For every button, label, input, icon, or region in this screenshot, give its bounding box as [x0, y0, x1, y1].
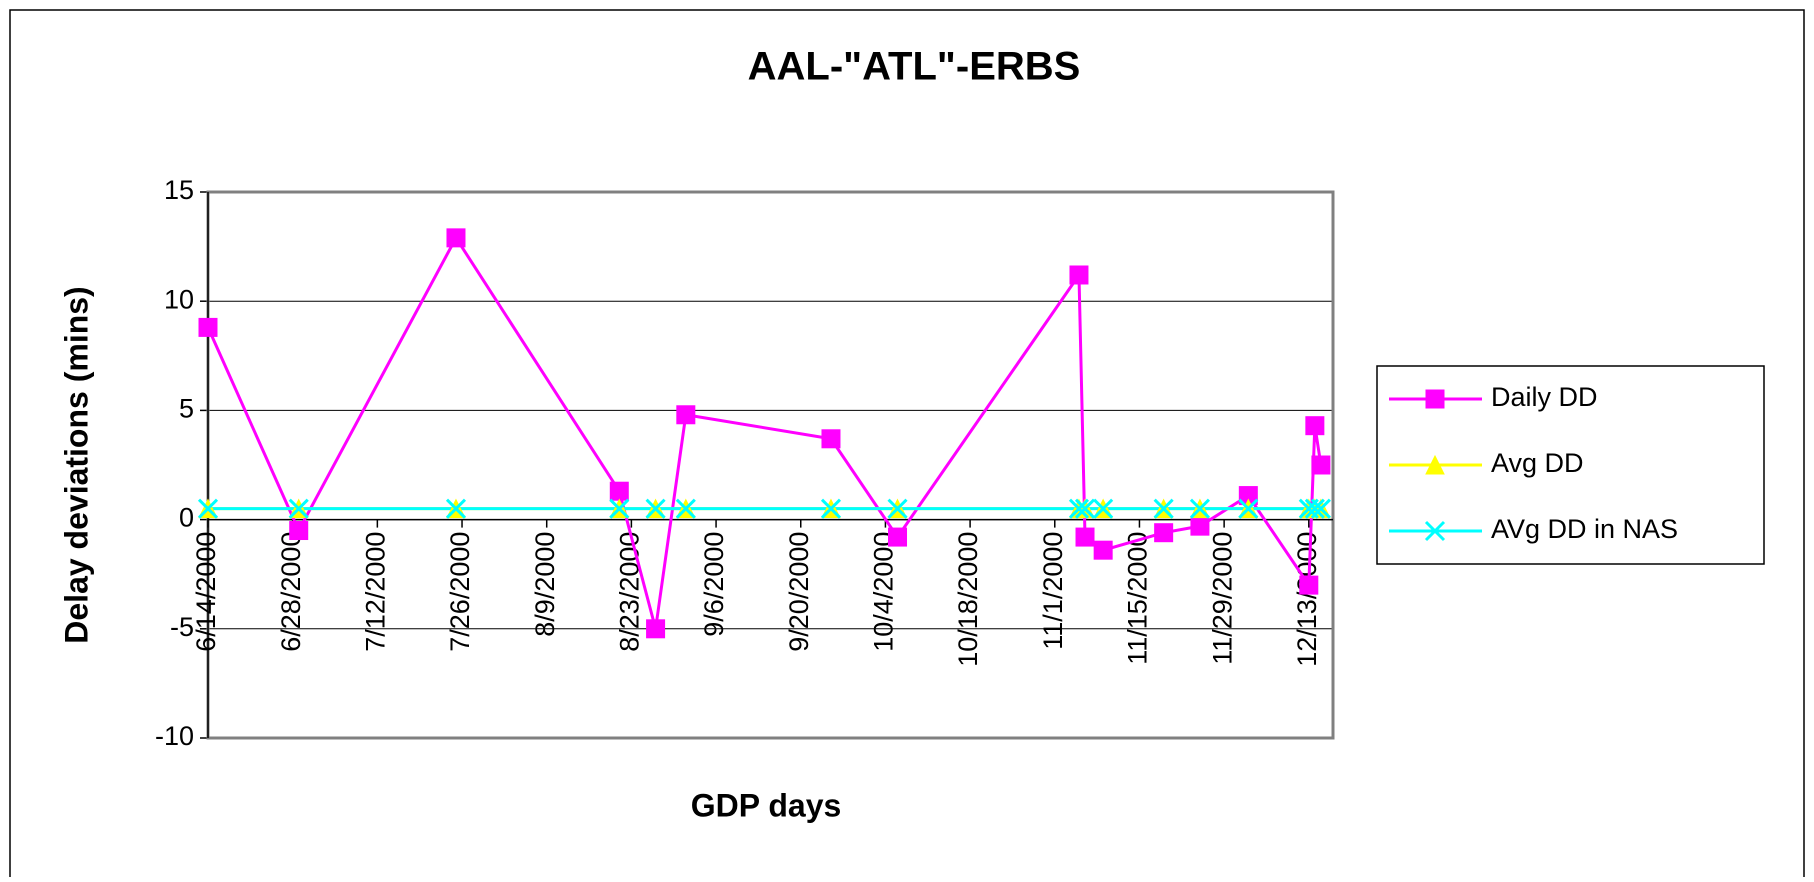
legend-label: AVg DD in NAS [1491, 514, 1678, 544]
data-point [1238, 498, 1259, 519]
x-tick-label: 11/29/2000 [1207, 532, 1237, 665]
y-tick-label: 15 [164, 175, 194, 205]
data-point [645, 498, 666, 519]
y-axis-title: Delay deviations (mins) [58, 286, 94, 643]
y-tick-label: 5 [179, 394, 194, 424]
x-tick-label: 8/9/2000 [530, 532, 560, 637]
x-tick-label: 9/20/2000 [784, 532, 814, 652]
chart-title: AAL-"ATL"-ERBS [748, 45, 1081, 89]
legend-marker [1425, 454, 1445, 475]
data-point [1075, 527, 1095, 547]
data-point [821, 429, 841, 449]
data-point [1305, 416, 1325, 436]
x-tick-label: 11/1/2000 [1038, 532, 1068, 650]
data-point [609, 481, 629, 501]
data-point [887, 498, 908, 519]
data-point [1074, 498, 1096, 519]
legend-marker [1424, 520, 1446, 542]
x-tick-label: 6/14/2000 [191, 532, 221, 652]
y-tick-label: 10 [164, 284, 194, 314]
y-tick-label: -5 [170, 612, 194, 642]
data-point [888, 527, 908, 547]
data-point [609, 498, 630, 519]
data-point [288, 498, 309, 519]
data-point [446, 228, 466, 248]
x-axis-title: GDP days [691, 787, 842, 823]
x-tick-label: 6/28/2000 [276, 532, 306, 652]
x-tick-label: 10/4/2000 [869, 532, 899, 652]
data-point [1154, 523, 1174, 543]
x-tick-label: 7/26/2000 [445, 532, 475, 652]
legend-label: Daily DD [1491, 382, 1598, 412]
y-tick-label: -10 [155, 721, 194, 751]
data-point [1069, 265, 1089, 285]
data-point [445, 498, 467, 519]
x-tick-label: 10/18/2000 [953, 532, 983, 667]
data-point [197, 498, 219, 519]
data-point [646, 619, 666, 639]
data-point [1093, 498, 1114, 519]
data-point [1310, 498, 1331, 519]
data-point [1153, 498, 1174, 519]
legend-marker [1425, 389, 1445, 409]
data-point [675, 498, 696, 519]
x-tick-label: 9/6/2000 [699, 532, 729, 637]
data-point [198, 317, 218, 337]
legend-label: Avg DD [1491, 448, 1584, 478]
data-point [820, 498, 842, 519]
x-tick-label: 8/23/2000 [615, 532, 645, 652]
data-point [676, 405, 696, 425]
x-tick-label: 11/15/2000 [1123, 532, 1153, 665]
data-point [1068, 498, 1090, 519]
x-tick-label: 12/13/2000 [1292, 532, 1322, 667]
legend: Daily DD Avg DD AVg DD in NAS [1376, 365, 1765, 565]
data-point [1304, 498, 1325, 519]
y-tick-label: 0 [179, 503, 194, 533]
x-tick-label: 7/12/2000 [360, 532, 390, 652]
data-point [1093, 540, 1113, 560]
data-point [1190, 516, 1210, 536]
plot-area [208, 192, 1333, 738]
data-point [1311, 455, 1331, 475]
data-point [289, 521, 309, 541]
data-point [1189, 498, 1211, 519]
data-point [1299, 575, 1319, 595]
